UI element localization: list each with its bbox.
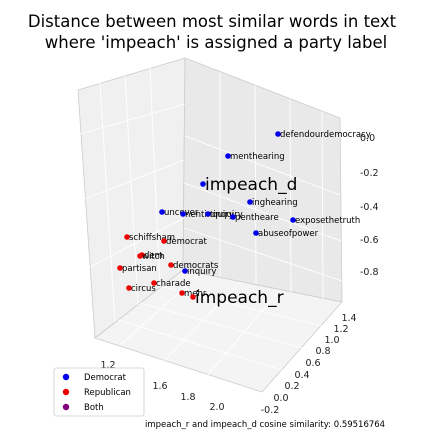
gridline — [183, 182, 342, 242]
gridline — [161, 286, 323, 327]
point-uncover — [159, 209, 165, 215]
point-pentheare — [230, 214, 236, 220]
point-label-charade: charade — [156, 279, 191, 289]
point-impeach_d — [200, 181, 206, 187]
chart-title-line-2: where 'impeach' is assigned a party labe… — [45, 33, 387, 52]
point-label-schiffsham: schiffsham — [129, 233, 175, 243]
legend-label-republican: Republican — [84, 388, 131, 398]
y-axis-ticks: -0.20.00.20.40.60.81.01.21.4 — [261, 313, 357, 416]
z-axis-ticks: 0.0 -0.2 -0.4 -0.6 -0.8 — [360, 133, 379, 278]
point-defendourdemocracy — [275, 131, 281, 137]
y-tick-label: 0.6 — [305, 358, 320, 369]
point-mehr — [179, 290, 185, 296]
x-tick-label: 2.0 — [209, 402, 224, 413]
point-label-inquiry: inquiry — [187, 267, 216, 277]
gridline — [149, 67, 161, 289]
y-tick-label: 0.0 — [273, 393, 288, 404]
point-schiffsham — [124, 234, 130, 240]
y-tick-label: -0.2 — [261, 405, 280, 416]
point-label-exposethetruth: exposethetruth — [295, 216, 360, 226]
point-exposethetruth — [290, 217, 296, 223]
gridline — [289, 98, 292, 293]
point-witch — [137, 253, 143, 259]
scatter-points: defendourdemocracy menthearing impeach_din… — [117, 130, 371, 308]
point-label-menthearing: menthearing — [230, 152, 285, 162]
legend: Democrat Republican Both — [53, 367, 145, 417]
point-abuseofpower — [253, 230, 259, 236]
point-nentinquiry — [180, 211, 186, 217]
gridline — [81, 159, 185, 201]
legend-label-both: Both — [84, 403, 104, 413]
gridline — [99, 82, 116, 323]
gridline — [117, 319, 283, 371]
gridline — [139, 302, 303, 349]
point-menthearing — [225, 153, 231, 159]
point-inquiry — [182, 268, 188, 274]
gridline — [79, 103, 186, 135]
z-tick-label: 0.0 — [360, 133, 375, 144]
legend-box — [53, 367, 145, 417]
point-label-mehr: mehr — [184, 289, 207, 299]
y-tick-label: 0.8 — [315, 346, 330, 357]
point-democrats — [168, 262, 174, 268]
point-label-inghearing: inghearing — [252, 198, 298, 208]
point-label-partisan: partisan — [122, 264, 157, 274]
gridline — [87, 217, 185, 269]
y-tick-label: 0.2 — [284, 381, 299, 392]
point-label-democrat: democrat — [166, 237, 207, 247]
x-tick-label: 1.8 — [180, 392, 195, 403]
point-label-dem: dem — [144, 251, 163, 261]
chart-title-line-1: Distance between most similar words in t… — [28, 12, 397, 31]
point-impeach_r — [190, 294, 196, 300]
legend-marker-democrat — [62, 373, 70, 381]
y-tick-label: 1.4 — [341, 313, 356, 324]
x-tick-label: 1.6 — [152, 381, 167, 392]
legend-marker-republican — [62, 388, 70, 396]
gridline — [184, 135, 341, 196]
point-label-abuseofpower: abuseofpower — [258, 229, 319, 239]
gridline — [183, 227, 343, 282]
point-inghearing — [247, 199, 253, 205]
point-charade — [151, 280, 157, 286]
z-tick-label: -0.8 — [360, 267, 379, 278]
legend-marker-both — [62, 403, 70, 411]
point-label-tinquiry: tinquiry — [210, 210, 243, 220]
point-circus — [126, 285, 132, 291]
y-tick-label: 1.2 — [333, 324, 348, 335]
gridline — [159, 281, 241, 366]
point-democrat — [161, 238, 167, 244]
axes-3d — [77, 57, 343, 393]
point-label-witch: witch — [142, 252, 165, 262]
gridline — [321, 110, 324, 299]
y-tick-label: 1.0 — [324, 335, 339, 346]
gridlines — [79, 67, 343, 379]
legend-label-democrat: Democrat — [84, 373, 127, 383]
point-tinquiry — [205, 211, 211, 217]
point-label-impeach_d: impeach_d — [205, 175, 297, 195]
x-tick-label: 1.2 — [100, 360, 115, 371]
point-label-circus: circus — [131, 284, 156, 294]
point-partisan — [117, 265, 123, 271]
gridline — [204, 289, 281, 379]
point-label-impeach_r: impeach_r — [195, 288, 284, 308]
gridline — [124, 75, 139, 306]
point-label-defendourdemocracy: defendourdemocracy — [280, 130, 371, 140]
point-label-pentheare: pentheare — [235, 213, 279, 223]
floor-pane — [94, 269, 343, 393]
z-tick-label: -0.6 — [360, 235, 379, 246]
z-tick-label: -0.4 — [360, 202, 379, 213]
z-tick-label: -0.2 — [360, 168, 379, 179]
gridline — [119, 273, 201, 346]
similarity-footnote: impeach_r and impeach_d cosine similarit… — [145, 420, 385, 430]
y-tick-label: 0.4 — [294, 370, 309, 381]
gridline — [254, 84, 257, 285]
point-label-democrats: democrats — [173, 261, 219, 271]
